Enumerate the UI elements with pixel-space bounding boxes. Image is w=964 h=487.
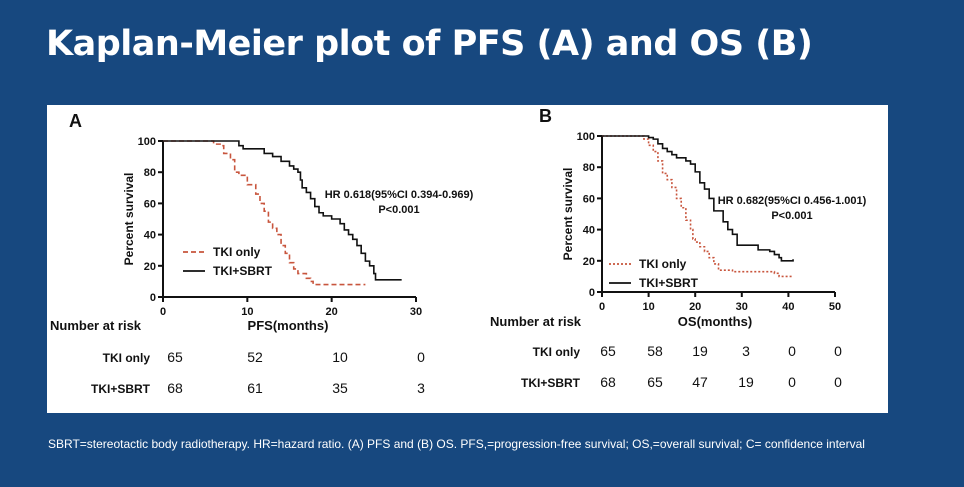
x-tick-label: 50 — [829, 301, 841, 313]
y-tick-label: 40 — [144, 230, 156, 242]
legend-label: TKI+SBRT — [213, 264, 273, 278]
x-tick-label: 10 — [642, 301, 654, 313]
risk-value: 3 — [742, 343, 750, 359]
y-tick-label: 20 — [583, 256, 595, 268]
y-tick-label: 80 — [144, 167, 156, 179]
risk-value: 0 — [834, 343, 842, 359]
risk-row-label: TKI+SBRT — [521, 376, 581, 390]
risk-value: 10 — [332, 349, 348, 365]
risk-value: 68 — [167, 380, 183, 396]
risk-row-label: TKI only — [533, 345, 581, 359]
x-tick-label: 0 — [599, 301, 605, 313]
legend-label: TKI only — [213, 245, 261, 259]
risk-value: 61 — [247, 380, 263, 396]
y-tick-label: 20 — [144, 261, 156, 273]
survival-curve-tki-only — [163, 140, 366, 286]
y-tick-label: 100 — [138, 136, 156, 148]
risk-row-label: TKI only — [103, 351, 151, 365]
x-tick-label: 30 — [736, 301, 748, 313]
risk-value: 65 — [600, 343, 616, 359]
risk-value: 0 — [834, 374, 842, 390]
y-tick-label: 60 — [144, 198, 156, 210]
x-tick-label: 30 — [410, 306, 422, 318]
y-tick-label: 0 — [589, 287, 595, 299]
x-axis-label: PFS(months) — [248, 318, 329, 333]
y-tick-label: 80 — [583, 162, 595, 174]
risk-value: 58 — [647, 343, 663, 359]
y-tick-label: 100 — [577, 131, 595, 143]
footnote: SBRT=stereotactic body radiotherapy. HR=… — [48, 437, 865, 451]
risk-value: 52 — [247, 349, 263, 365]
y-axis-label: Percent survival — [122, 173, 136, 266]
y-tick-label: 40 — [583, 225, 595, 237]
hr-annotation: HR 0.618(95%CI 0.394-0.969) — [325, 189, 474, 201]
x-axis-label: OS(months) — [678, 314, 752, 329]
risk-value: 65 — [647, 374, 663, 390]
risk-value: 65 — [167, 349, 183, 365]
survival-curve-tki-only — [602, 135, 794, 278]
hr-annotation: HR 0.682(95%CI 0.456-1.001) — [718, 195, 867, 207]
survival-curve-tki-sbrt — [163, 140, 402, 281]
slide-title: Kaplan-Meier plot of PFS (A) and OS (B) — [46, 24, 813, 64]
risk-table-title: Number at risk — [490, 314, 582, 329]
y-axis-label: Percent survival — [561, 168, 575, 261]
y-tick-label: 60 — [583, 193, 595, 205]
hr-annotation: P<0.001 — [771, 210, 812, 222]
risk-value: 0 — [417, 349, 425, 365]
panel-label: A — [69, 111, 82, 131]
figure-panel: A 0 20 40 60 80 100 0 10 20 30 Percent survival PFS(… — [47, 105, 888, 413]
x-tick-label: 0 — [160, 306, 166, 318]
risk-value: 0 — [788, 343, 796, 359]
risk-value: 19 — [738, 374, 754, 390]
x-tick-label: 10 — [241, 306, 253, 318]
risk-value: 19 — [692, 343, 708, 359]
risk-table-title: Number at risk — [50, 318, 142, 333]
risk-row-label: TKI+SBRT — [91, 382, 151, 396]
risk-value: 3 — [417, 380, 425, 396]
legend-label: TKI only — [639, 257, 687, 271]
hr-annotation: P<0.001 — [378, 204, 419, 216]
x-tick-label: 20 — [689, 301, 701, 313]
risk-value: 0 — [788, 374, 796, 390]
panel-label: B — [539, 106, 552, 126]
y-tick-label: 0 — [150, 292, 156, 304]
legend-label: TKI+SBRT — [639, 276, 699, 290]
risk-value: 47 — [692, 374, 708, 390]
risk-value: 68 — [600, 374, 616, 390]
survival-curve-tki-sbrt — [602, 135, 794, 262]
x-tick-label: 40 — [782, 301, 794, 313]
risk-value: 35 — [332, 380, 348, 396]
x-tick-label: 20 — [326, 306, 338, 318]
